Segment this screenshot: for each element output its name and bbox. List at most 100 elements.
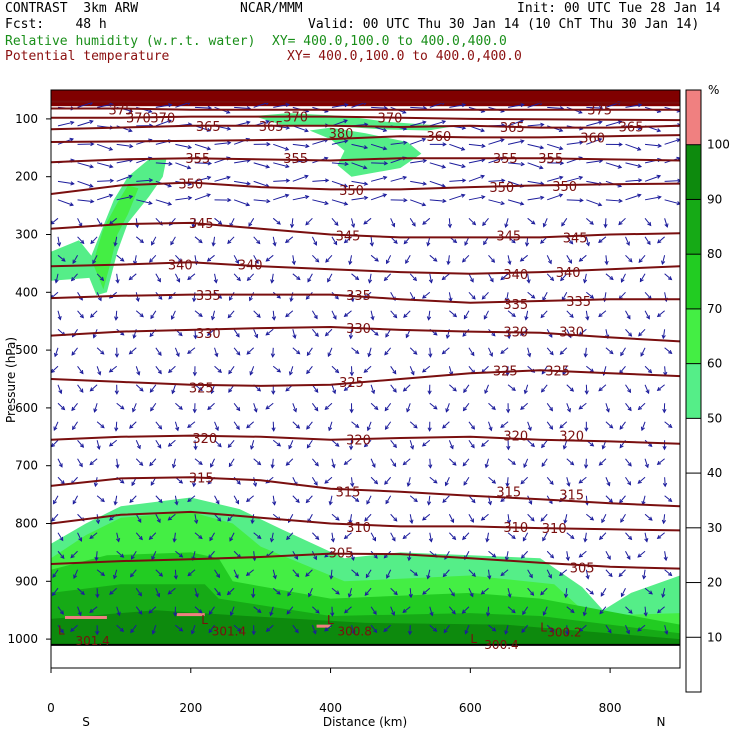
wind-vector [272,587,281,595]
theta-label-320: 320 [192,432,217,447]
wind-vector [351,569,360,577]
theta-label-325: 325 [189,382,214,397]
colorbar-label: 70 [707,302,722,316]
wind-vector [542,606,548,616]
wind-vector [468,291,476,300]
y-axis-label: Pressure (hPa) [4,337,18,423]
x-tick-label: 400 [319,701,342,715]
wind-vector [114,310,119,321]
theta-label-370: 370 [150,112,175,127]
wind-vector [644,513,653,521]
wind-vector [135,236,145,244]
wind-vector [171,384,176,395]
wind-vector [351,218,356,229]
theta-label-315: 315 [189,471,214,486]
rh-region-7 [92,185,139,290]
wind-vector [586,137,603,145]
wind-vector [194,588,199,598]
wind-vector [468,174,485,182]
wind-vector [369,236,374,247]
theta-contour-360 [51,134,680,143]
wind-vector [663,551,668,562]
rh-region-8 [51,240,93,281]
wind-vector [527,513,535,522]
wind-vector [449,193,466,201]
wind-vector [605,477,611,487]
wind-vector [93,403,98,413]
wind-vector [409,421,418,429]
wind-vector [175,143,193,150]
wind-vector [311,236,317,246]
wind-vector [527,587,535,596]
wind-vector [209,532,215,542]
wind-vector [174,347,180,358]
wind-vector [246,421,255,429]
wind-vector [135,458,144,466]
wind-vector [390,140,408,145]
colorbar-band [686,363,701,419]
wind-vector [468,195,486,201]
wind-vector [108,365,118,373]
wind-vector [351,162,368,170]
wind-vector [227,439,235,449]
wind-vector [560,273,568,282]
wind-vector [421,365,431,373]
wind-vector [71,347,78,356]
wind-vector [331,384,337,395]
wind-vector [619,365,626,375]
wind-vector [504,218,509,228]
wind-vector [488,138,505,145]
x-axis-label: Distance (km) [323,715,407,729]
wind-vector [586,217,594,225]
wind-vector [463,310,470,320]
wind-vector [211,310,216,321]
wind-vector [194,175,212,182]
wind-vector [521,624,529,634]
wind-vector [187,569,196,577]
wind-vector [410,137,427,145]
wind-vector [213,273,218,284]
wind-vector [113,569,118,580]
wind-vector [429,198,447,204]
field2-xy: XY= 400.0,100.0 to 400.0,400.0 [287,49,522,64]
wind-vector [657,606,665,614]
wind-vector [226,587,235,596]
wind-vector [637,624,646,632]
surface-label: 300.8 [338,625,372,639]
wind-vector [351,421,360,429]
wind-vector [168,365,176,374]
wind-vector [367,273,373,284]
wind-vector [327,273,333,283]
wind-vector [578,402,587,410]
wind-vector [96,143,114,151]
wind-vector [96,347,105,355]
wind-vector [625,310,631,320]
wind-vector [540,384,548,393]
wind-vector [409,218,416,227]
wind-vector [429,476,438,484]
wind-vector [155,514,161,524]
wind-vector [116,174,133,182]
wind-vector [484,458,489,469]
wind-vector [109,587,118,595]
wind-vector [463,384,470,394]
wind-vector [57,532,64,542]
wind-vector [585,569,590,580]
wind-vector [566,175,584,182]
wind-vector [370,606,377,616]
theta-label-335: 335 [566,295,591,310]
wind-vector [409,440,415,450]
wind-vector [272,236,277,247]
surface-label: L [470,632,477,646]
wind-vector [468,569,476,577]
wind-vector [644,218,652,227]
wind-vector [488,254,496,263]
wind-vector [312,606,320,614]
wind-vector [149,384,157,393]
wind-vector [625,402,632,412]
wind-vector [504,625,509,635]
wind-vector [637,402,646,411]
surface-label: 301.4 [212,625,246,639]
wind-vector [641,495,646,506]
wind-vector [324,624,333,632]
